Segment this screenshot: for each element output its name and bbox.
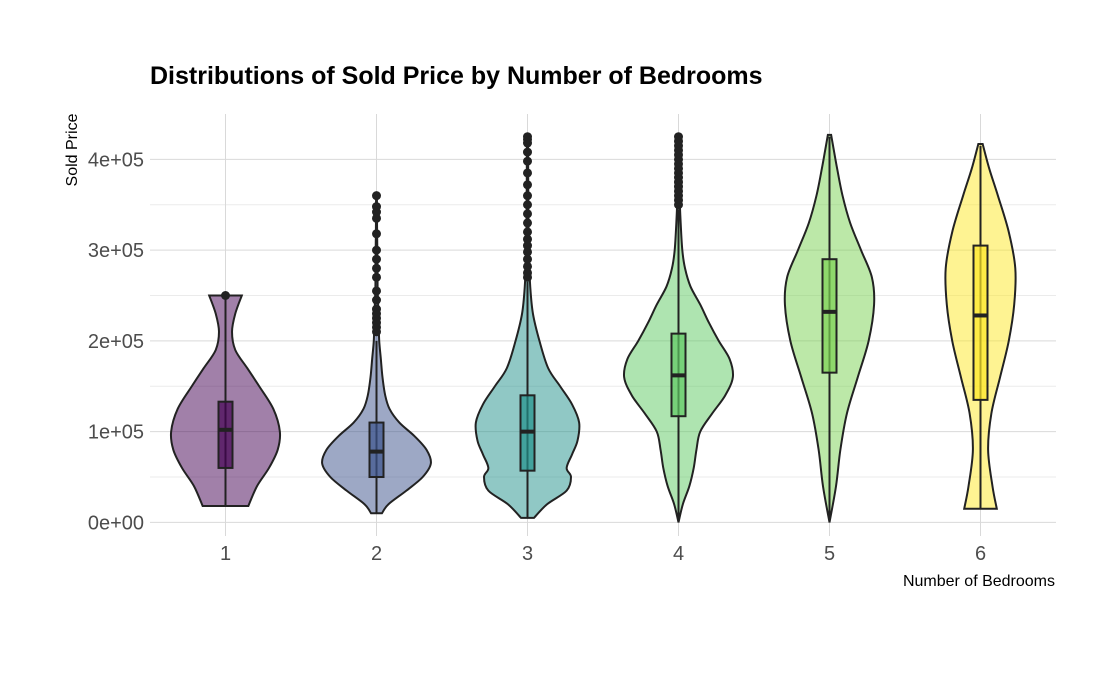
box-6 bbox=[972, 244, 989, 401]
x-tick-label: 4 bbox=[673, 543, 684, 565]
chart-title: Distributions of Sold Price by Number of… bbox=[150, 62, 763, 90]
outlier-point bbox=[372, 229, 381, 239]
outlier-point bbox=[523, 191, 532, 201]
violin-group-6 bbox=[944, 142, 1017, 510]
y-tick-label: 0e+00 bbox=[88, 512, 144, 534]
outlier-point bbox=[372, 272, 381, 282]
box-1 bbox=[217, 400, 234, 469]
outlier-point bbox=[372, 304, 381, 314]
outlier-point bbox=[372, 254, 381, 264]
violin-group-5 bbox=[783, 133, 876, 523]
outlier-point bbox=[523, 254, 532, 264]
x-axis-label: Number of Bedrooms bbox=[903, 573, 1055, 590]
y-tick-label: 4e+05 bbox=[88, 149, 144, 171]
y-axis-label: Sold Price bbox=[64, 113, 81, 186]
outlier-point bbox=[523, 156, 532, 166]
outlier-point bbox=[523, 261, 532, 271]
x-tick-label: 3 bbox=[522, 543, 533, 565]
outlier-point bbox=[523, 180, 532, 190]
outlier-point bbox=[523, 227, 532, 237]
violin-group-4 bbox=[622, 132, 735, 523]
y-tick-labels: 0e+00 1e+05 2e+05 3e+05 4e+05 bbox=[88, 149, 144, 534]
grid-lines bbox=[150, 114, 1056, 536]
x-tick-label: 1 bbox=[220, 543, 231, 565]
outlier-point bbox=[372, 286, 381, 296]
outlier-point bbox=[523, 241, 532, 251]
y-tick-label: 2e+05 bbox=[88, 331, 144, 353]
plot-area bbox=[169, 132, 1017, 523]
violin-group-2 bbox=[321, 191, 432, 515]
outlier-point bbox=[372, 191, 381, 201]
x-tick-label: 2 bbox=[371, 543, 382, 565]
outlier-point bbox=[523, 168, 532, 178]
outlier-point bbox=[523, 268, 532, 278]
violin-group-1 bbox=[169, 291, 282, 508]
outlier-point bbox=[372, 202, 381, 212]
outlier-point bbox=[523, 209, 532, 219]
violin-group-3 bbox=[474, 132, 581, 519]
outlier-point bbox=[221, 291, 230, 301]
outlier-point bbox=[523, 200, 532, 210]
outlier-point bbox=[523, 218, 532, 228]
outlier-point bbox=[674, 132, 683, 142]
box-5 bbox=[821, 258, 838, 374]
x-tick-label: 5 bbox=[824, 543, 835, 565]
outlier-point bbox=[523, 247, 532, 257]
outlier-point bbox=[523, 234, 532, 244]
outlier-point bbox=[372, 295, 381, 305]
y-tick-label: 3e+05 bbox=[88, 240, 144, 262]
x-tick-labels: 1 2 3 4 5 6 bbox=[220, 543, 986, 565]
x-tick-label: 6 bbox=[975, 543, 986, 565]
outlier-point bbox=[523, 147, 532, 157]
outlier-point bbox=[523, 132, 532, 142]
y-tick-label: 1e+05 bbox=[88, 422, 144, 444]
outlier-point bbox=[372, 213, 381, 223]
outlier-point bbox=[372, 245, 381, 255]
outlier-point bbox=[372, 263, 381, 273]
